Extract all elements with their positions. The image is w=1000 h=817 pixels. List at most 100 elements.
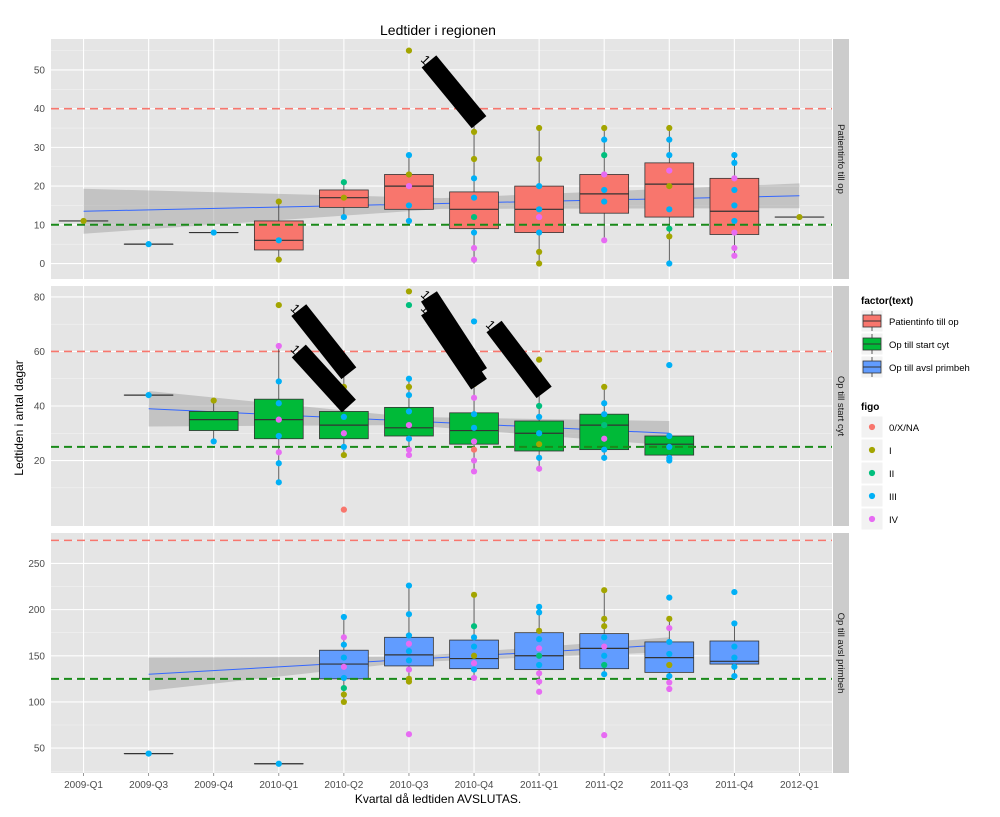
data-point bbox=[340, 179, 347, 186]
data-point bbox=[340, 443, 347, 451]
x-tick-label: 2009-Q3 bbox=[129, 780, 168, 791]
data-point bbox=[340, 430, 347, 437]
data-point bbox=[536, 182, 543, 190]
data-point bbox=[601, 124, 608, 132]
data-point bbox=[666, 457, 673, 464]
data-point bbox=[666, 136, 673, 143]
facet-strip-label: Patientinfo till op bbox=[835, 124, 846, 194]
data-point bbox=[536, 678, 543, 685]
x-tick-label: 2010-Q3 bbox=[389, 780, 428, 791]
data-point bbox=[405, 648, 413, 655]
data-point bbox=[536, 213, 543, 221]
y-tick-label: 0 bbox=[39, 259, 45, 270]
data-point bbox=[601, 383, 608, 391]
data-point bbox=[405, 202, 413, 209]
fill-legend-label: Patientinfo till op bbox=[889, 317, 959, 328]
data-point bbox=[470, 411, 478, 418]
x-tick-label: 2010-Q4 bbox=[455, 780, 494, 791]
y-tick-label: 60 bbox=[34, 347, 46, 358]
data-point bbox=[731, 159, 738, 166]
data-point bbox=[536, 636, 543, 643]
data-point bbox=[210, 397, 217, 404]
data-point bbox=[536, 465, 543, 472]
annotation-bar bbox=[291, 344, 356, 413]
data-point bbox=[536, 206, 543, 213]
data-point bbox=[601, 400, 608, 407]
data-point bbox=[470, 634, 478, 641]
x-tick-label: 2012-Q1 bbox=[780, 780, 819, 791]
data-point bbox=[470, 652, 478, 659]
data-point bbox=[405, 171, 413, 178]
data-point bbox=[405, 731, 413, 738]
annotation-bar bbox=[486, 320, 552, 399]
data-point bbox=[731, 152, 738, 159]
facet-strip bbox=[833, 39, 849, 279]
data-point bbox=[601, 732, 608, 739]
annotation-bar bbox=[291, 304, 357, 380]
data-point bbox=[405, 301, 413, 309]
box-body bbox=[579, 413, 630, 451]
x-tick-label: 2011-Q3 bbox=[650, 780, 689, 791]
data-point bbox=[536, 609, 543, 616]
data-point bbox=[470, 256, 478, 263]
data-point bbox=[340, 691, 347, 698]
data-point bbox=[145, 750, 152, 757]
data-point bbox=[666, 124, 673, 132]
data-point bbox=[470, 424, 478, 431]
data-point bbox=[536, 603, 543, 610]
data-point bbox=[340, 213, 347, 221]
box-body bbox=[188, 411, 239, 431]
data-point bbox=[666, 432, 673, 440]
data-point bbox=[275, 400, 282, 407]
data-point bbox=[536, 229, 543, 236]
y-axis-label: Ledtiden i antal dagar bbox=[12, 360, 26, 475]
data-point bbox=[666, 361, 673, 369]
data-point bbox=[405, 421, 413, 429]
panel-plot-area: 19 bbox=[51, 47, 832, 267]
data-point bbox=[470, 660, 478, 667]
data-point bbox=[666, 638, 673, 646]
x-tick-label: 2009-Q1 bbox=[64, 780, 103, 791]
data-point bbox=[340, 506, 347, 513]
data-point bbox=[405, 451, 413, 459]
data-point bbox=[405, 288, 413, 295]
data-point bbox=[405, 408, 413, 415]
data-point bbox=[405, 582, 413, 589]
data-point bbox=[470, 128, 478, 136]
data-point bbox=[340, 413, 347, 421]
data-point bbox=[666, 661, 673, 669]
point-legend-label: II bbox=[889, 469, 894, 480]
point-legend-label: III bbox=[889, 492, 897, 503]
data-point bbox=[210, 438, 217, 445]
data-point bbox=[536, 688, 543, 695]
data-point bbox=[275, 760, 282, 767]
x-tick-label: 2011-Q1 bbox=[520, 780, 559, 791]
data-point bbox=[275, 198, 282, 205]
point-legend-dot bbox=[868, 515, 876, 523]
data-point bbox=[275, 237, 282, 244]
point-legend-dot bbox=[868, 423, 876, 431]
data-point bbox=[796, 213, 803, 221]
data-point bbox=[210, 229, 217, 236]
data-point bbox=[666, 615, 673, 622]
y-tick-label: 250 bbox=[28, 559, 45, 570]
y-tick-label: 150 bbox=[28, 651, 45, 662]
data-point bbox=[601, 634, 608, 641]
data-point bbox=[601, 623, 608, 630]
data-point bbox=[666, 225, 673, 232]
data-point bbox=[536, 155, 543, 163]
x-tick-label: 2011-Q2 bbox=[585, 780, 624, 791]
data-point bbox=[666, 152, 673, 159]
data-point bbox=[536, 454, 543, 461]
data-point bbox=[470, 175, 478, 182]
y-tick-label: 80 bbox=[34, 292, 46, 303]
y-tick-label: 20 bbox=[34, 456, 46, 467]
data-point bbox=[275, 378, 282, 385]
data-point bbox=[666, 650, 673, 658]
point-legend-label: 0/X/NA bbox=[889, 423, 920, 434]
fill-legend-title: factor(text) bbox=[861, 296, 913, 307]
data-point bbox=[275, 432, 282, 440]
data-point bbox=[731, 202, 738, 209]
data-point bbox=[666, 167, 673, 174]
